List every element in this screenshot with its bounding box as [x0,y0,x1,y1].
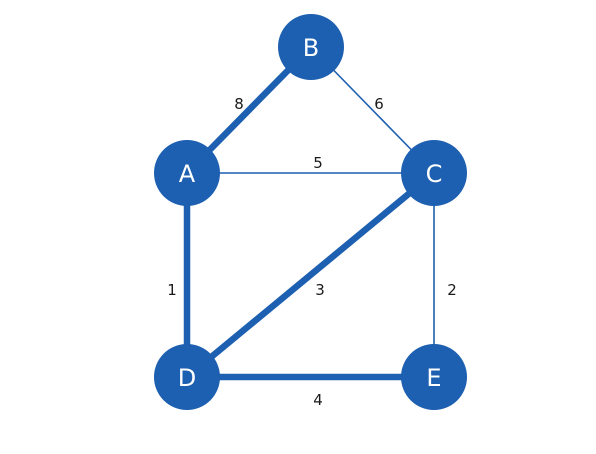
edge-weight-a-d: 1 [167,281,177,299]
node-e: E [401,344,467,410]
node-label: D [178,364,196,392]
node-circle [154,140,220,206]
edge-weights-layer: 8 6 5 1 3 2 4 [167,95,457,409]
node-circle [401,344,467,410]
node-circle [154,344,220,410]
node-label: E [426,364,441,392]
node-label: B [303,34,319,62]
node-d: D [154,344,220,410]
node-a: A [154,140,220,206]
node-b: B [278,14,344,80]
edge-weight-c-e: 2 [447,281,457,299]
nodes-layer: A B C D E [154,14,467,410]
node-c: C [401,140,467,206]
edge-weight-c-d: 3 [315,281,325,299]
edge-weight-a-c: 5 [313,154,323,172]
node-circle [401,140,467,206]
node-label: A [179,160,196,188]
node-circle [278,14,344,80]
edge-weight-d-e: 4 [313,391,323,409]
edge-weight-b-c: 6 [374,95,384,113]
edges-layer [183,43,438,381]
edge-weight-a-b: 8 [234,95,244,113]
node-label: C [426,160,443,188]
edge-c-d [183,169,438,381]
